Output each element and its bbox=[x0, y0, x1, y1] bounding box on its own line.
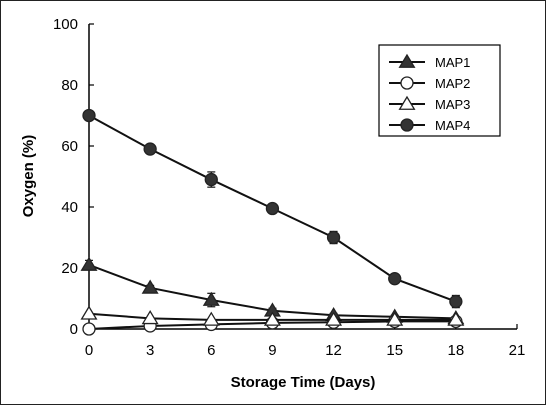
data-point-map4 bbox=[143, 142, 157, 156]
x-tick-label: 21 bbox=[509, 342, 526, 359]
legend-label: MAP4 bbox=[435, 118, 470, 133]
y-tick-label: 100 bbox=[53, 16, 78, 33]
y-tick-label: 80 bbox=[61, 77, 78, 94]
x-tick-label: 6 bbox=[207, 342, 215, 359]
data-point-map3 bbox=[325, 311, 343, 326]
x-tick-label: 15 bbox=[386, 342, 403, 359]
data-point-map4 bbox=[265, 201, 280, 216]
data-point-map4 bbox=[82, 108, 96, 123]
data-point-map2 bbox=[82, 322, 96, 336]
x-tick-label: 0 bbox=[85, 342, 93, 359]
data-point-map1 bbox=[141, 279, 159, 294]
data-point-map4 bbox=[326, 230, 341, 245]
x-tick-label: 3 bbox=[146, 342, 154, 359]
data-point-map4 bbox=[388, 272, 402, 286]
y-axis-title: Oxygen (%) bbox=[20, 135, 37, 218]
series-map4 bbox=[82, 108, 463, 309]
data-point-map3 bbox=[386, 311, 404, 326]
legend-label: MAP1 bbox=[435, 55, 470, 70]
legend-box bbox=[378, 44, 501, 137]
data-point-map3 bbox=[447, 311, 465, 326]
data-point-map3 bbox=[80, 305, 98, 320]
legend-label: MAP3 bbox=[435, 97, 470, 112]
y-tick-label: 20 bbox=[61, 260, 78, 277]
data-point-map1 bbox=[80, 256, 98, 271]
y-tick-label: 40 bbox=[61, 199, 78, 216]
legend-marker bbox=[398, 53, 416, 68]
data-point-map1 bbox=[202, 291, 220, 306]
data-point-map3 bbox=[202, 311, 220, 326]
legend-label: MAP2 bbox=[435, 76, 470, 91]
legend-marker bbox=[400, 76, 414, 90]
data-point-map4 bbox=[204, 172, 218, 187]
data-point-map3 bbox=[263, 311, 281, 326]
x-axis-title: Storage Time (Days) bbox=[231, 374, 376, 391]
series-map3 bbox=[80, 305, 465, 326]
y-tick-label: 0 bbox=[70, 321, 78, 338]
x-tick-label: 9 bbox=[268, 342, 276, 359]
data-point-map3 bbox=[141, 310, 159, 325]
legend-marker bbox=[398, 95, 416, 110]
x-tick-label: 18 bbox=[448, 342, 465, 359]
x-tick-label: 12 bbox=[325, 342, 342, 359]
y-tick-label: 60 bbox=[61, 138, 78, 155]
plot-area bbox=[80, 108, 465, 336]
legend-marker bbox=[400, 118, 414, 132]
data-point-map4 bbox=[449, 294, 463, 309]
legend: MAP1 MAP2 MAP3 MAP4 bbox=[378, 44, 501, 137]
